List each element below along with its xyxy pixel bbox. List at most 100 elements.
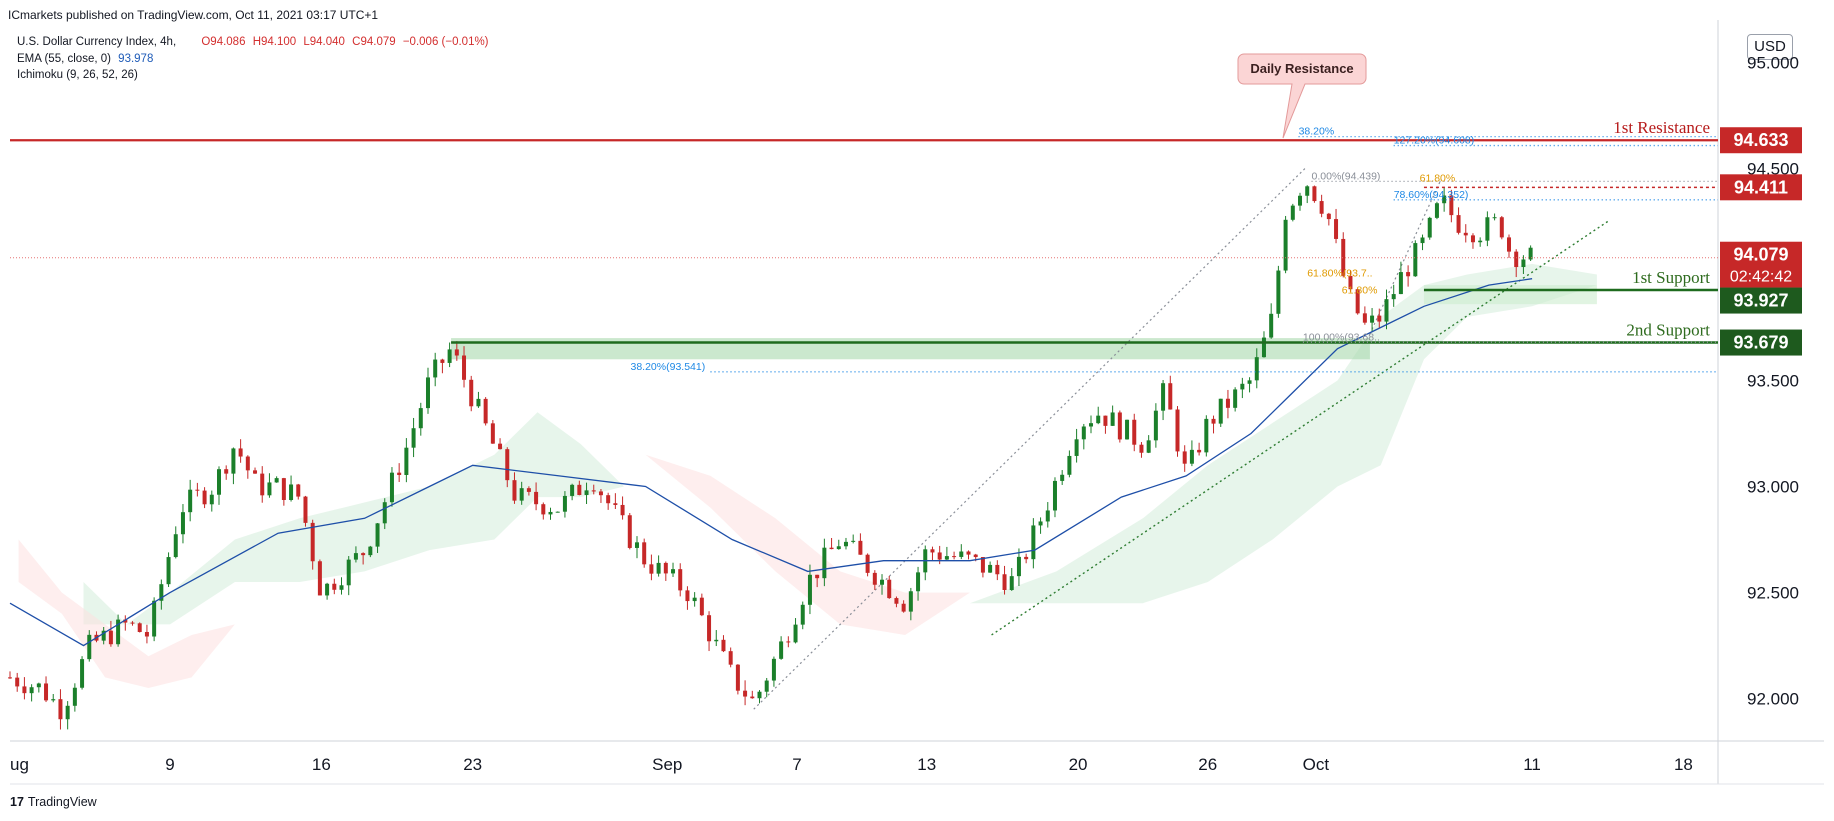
ohlc-row: U.S. Dollar Currency Index, 4h, O94.086 … [17, 34, 489, 51]
support-zone-2 [451, 338, 1370, 360]
candle-body-111 [807, 574, 812, 605]
candle-body-165 [1197, 449, 1202, 453]
candle-body-96 [699, 597, 704, 616]
candle-body-99 [721, 639, 726, 652]
candle-body-3 [29, 687, 34, 694]
candle-body-164 [1189, 449, 1194, 464]
candle-body-40 [296, 484, 301, 497]
candle-body-168 [1218, 398, 1223, 424]
badge-current-bg [1720, 241, 1802, 288]
candle-body-103 [750, 696, 755, 699]
badge-support-1-label: 93.927 [1733, 291, 1788, 311]
x-tick-0: ug [10, 755, 29, 774]
candle-body-5 [44, 683, 49, 701]
badge-94411-bg [1720, 174, 1802, 201]
candle-body-69 [505, 449, 510, 481]
candle-body-126 [916, 572, 921, 592]
candle-body-90 [656, 562, 661, 574]
trend-lines [753, 168, 1609, 710]
candle-body-29 [216, 469, 221, 495]
candle-body-207 [1499, 217, 1504, 238]
ema-row[interactable]: EMA (55, close, 0) 93.978 [17, 51, 489, 68]
candle-body-94 [685, 590, 690, 602]
daily-resistance-callout[interactable]: Daily Resistance [1237, 53, 1367, 139]
candle-body-105 [764, 680, 769, 692]
candle-body-32 [238, 448, 243, 457]
candle-body-121 [880, 579, 885, 585]
candle-body-60 [440, 359, 445, 363]
open-value: O94.086 [201, 36, 246, 48]
candle-body-182 [1319, 201, 1324, 214]
fib-label-7: 100.00%(93.68.. [1303, 331, 1380, 343]
candle-body-199 [1442, 195, 1447, 204]
candle-body-52 [382, 502, 387, 524]
candle-body-48 [353, 553, 358, 560]
candle-body-206 [1492, 217, 1497, 219]
ichimoku-cloud [18, 263, 1597, 688]
candle-body-63 [462, 355, 467, 380]
tradingview-brand[interactable]: 17 TradingView [10, 795, 97, 809]
level-label-0: 1st Resistance [1613, 118, 1710, 137]
candle-body-25 [188, 489, 193, 513]
candle-body-31 [231, 448, 236, 474]
candle-body-100 [728, 651, 733, 665]
y-axis-ticks: 95.000 94.500 93.500 93.000 92.500 92.000 [1747, 53, 1799, 708]
fib-label-5: 61.80%(93.7.. [1307, 268, 1372, 280]
candle-body-162 [1175, 409, 1180, 452]
cloud-green-2 [969, 263, 1597, 604]
candle-body-146 [1060, 474, 1065, 481]
candle-body-197 [1427, 217, 1432, 238]
candle-body-1 [15, 677, 20, 687]
publisher-line: ICmarkets published on TradingView.com, … [8, 8, 379, 22]
candle-body-211 [1528, 247, 1533, 260]
candle-body-86 [627, 515, 632, 548]
candle-body-122 [887, 579, 892, 599]
candle-body-16 [123, 619, 128, 623]
candle-body-172 [1247, 380, 1252, 384]
candle-body-55 [404, 447, 409, 475]
candle-body-72 [526, 488, 531, 492]
candle-body-44 [325, 583, 330, 596]
candle-body-169 [1225, 398, 1230, 408]
candle-body-14 [108, 630, 113, 645]
badge-94411-label: 94.411 [1734, 177, 1788, 197]
candle-body-71 [519, 488, 524, 501]
candle-body-191 [1384, 299, 1389, 322]
candle-body-147 [1067, 455, 1072, 475]
candle-body-0 [8, 677, 12, 679]
candle-body-84 [613, 503, 618, 505]
y-tick-0: 95.000 [1747, 53, 1799, 72]
level-label-1: 1st Support [1632, 268, 1710, 287]
candle-body-9 [72, 687, 77, 706]
candle-body-200 [1449, 195, 1454, 216]
candle-body-141 [1024, 556, 1029, 560]
candle-body-38 [281, 478, 286, 500]
candle-body-22 [166, 557, 171, 585]
candle-body-33 [245, 456, 250, 471]
x-tick-1: 9 [165, 755, 174, 774]
candle-body-185 [1341, 238, 1346, 276]
candle-body-82 [598, 491, 603, 496]
candle-body-132 [959, 551, 964, 557]
candle-body-10 [80, 659, 85, 688]
candle-body-113 [822, 547, 827, 579]
ichimoku-row[interactable]: Ichimoku (9, 26, 52, 26) [17, 69, 138, 81]
candle-body-49 [361, 553, 366, 556]
candle-body-39 [289, 484, 294, 500]
candle-body-179 [1298, 195, 1303, 206]
x-tick-2: 16 [312, 755, 331, 774]
candle-body-109 [793, 624, 798, 643]
candle-body-87 [634, 542, 639, 548]
currency-button[interactable]: USD [1747, 34, 1793, 60]
symbol-name[interactable]: U.S. Dollar Currency Index, 4h, [17, 36, 177, 48]
candle-body-101 [735, 664, 740, 691]
candle-body-66 [483, 398, 488, 424]
x-tick-7: 20 [1069, 755, 1088, 774]
candle-body-47 [346, 559, 351, 586]
candle-body-50 [368, 546, 373, 556]
y-tick-3: 93.000 [1747, 478, 1799, 497]
fib-label-6: 61.80% [1342, 285, 1378, 297]
candle-body-120 [872, 572, 877, 585]
candle-body-92 [671, 569, 676, 574]
